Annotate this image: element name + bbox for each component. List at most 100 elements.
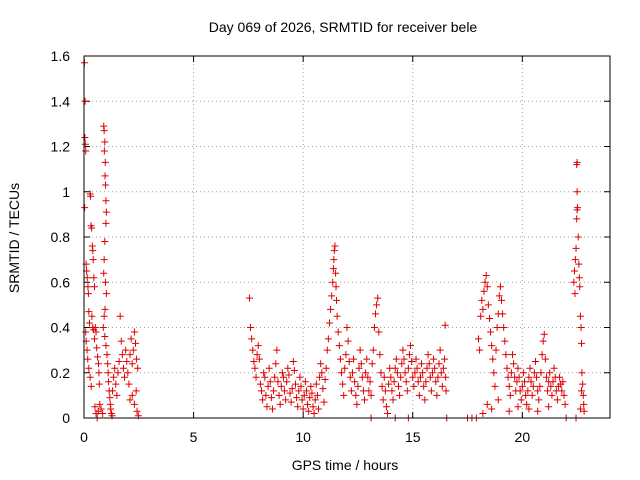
data-point <box>418 360 426 368</box>
data-point <box>258 387 266 395</box>
data-point <box>341 364 349 372</box>
data-point <box>309 403 317 411</box>
data-point <box>318 369 326 377</box>
data-point <box>402 378 410 386</box>
data-point <box>576 312 584 320</box>
data-point <box>110 373 118 381</box>
data-point <box>84 355 92 363</box>
data-point <box>405 351 413 359</box>
data-point <box>344 337 352 345</box>
data-point <box>101 138 109 146</box>
data-point <box>380 373 388 381</box>
data-point <box>297 382 305 390</box>
data-point <box>270 387 278 395</box>
data-point <box>91 335 99 343</box>
data-point <box>288 385 296 393</box>
data-point <box>573 188 581 196</box>
data-point <box>388 387 396 395</box>
data-point <box>304 400 312 408</box>
data-point <box>491 382 499 390</box>
plot-frame <box>83 55 611 419</box>
data-point <box>519 369 527 377</box>
data-point <box>442 373 450 381</box>
y-tick-label: 1.2 <box>51 139 71 155</box>
data-point <box>97 405 105 413</box>
data-point <box>531 357 539 365</box>
data-point <box>89 247 97 255</box>
axis-ticks: 0 0.2 0.4 0.6 0.8 1 1.2 1.4 1.6 0 5 10 15 20 <box>51 48 610 445</box>
data-point <box>424 351 432 359</box>
data-point <box>336 355 344 363</box>
data-point <box>324 335 332 343</box>
data-point <box>268 405 276 413</box>
data-points <box>80 59 588 422</box>
data-point <box>118 351 126 359</box>
data-point <box>573 158 581 166</box>
data-point <box>420 382 428 390</box>
data-point <box>347 387 355 395</box>
data-point <box>578 387 586 395</box>
data-point <box>102 219 110 227</box>
data-point <box>524 387 532 395</box>
data-point <box>101 158 109 166</box>
data-point <box>333 312 341 320</box>
data-point <box>505 407 513 415</box>
data-point <box>391 364 399 372</box>
data-point <box>298 396 306 404</box>
data-point <box>501 337 509 345</box>
data-point <box>442 387 450 395</box>
data-point <box>370 324 378 331</box>
data-point <box>332 296 340 304</box>
data-point <box>437 369 445 377</box>
data-point <box>101 333 109 341</box>
data-point <box>129 346 137 354</box>
data-point <box>82 147 90 155</box>
data-point <box>111 364 119 372</box>
data-point <box>516 387 524 395</box>
x-tick-label: 15 <box>405 429 421 445</box>
data-point <box>356 346 364 354</box>
data-point <box>343 324 351 331</box>
data-point <box>361 396 369 404</box>
data-point <box>411 369 419 377</box>
data-point <box>377 369 385 377</box>
data-point <box>489 355 497 363</box>
data-point <box>313 391 321 399</box>
data-point <box>305 407 313 415</box>
data-point <box>102 197 110 205</box>
data-point <box>390 378 398 386</box>
data-point <box>100 269 108 277</box>
data-point <box>423 364 431 372</box>
data-point <box>369 346 377 354</box>
data-point <box>282 396 290 404</box>
data-point <box>355 364 363 372</box>
data-point <box>93 344 101 352</box>
data-point <box>96 400 104 408</box>
data-point <box>574 204 582 212</box>
data-point <box>378 382 386 390</box>
data-point <box>536 382 544 390</box>
data-point <box>534 387 542 395</box>
data-point <box>410 382 418 390</box>
data-point <box>494 396 502 404</box>
data-point <box>86 373 94 381</box>
data-point <box>315 405 323 413</box>
data-point <box>126 351 134 359</box>
data-point <box>505 382 513 390</box>
data-point <box>384 409 392 417</box>
data-point <box>105 378 113 386</box>
data-point <box>92 328 100 336</box>
data-point <box>323 346 331 354</box>
data-point <box>441 321 449 329</box>
data-point <box>381 387 389 395</box>
data-point <box>387 373 395 381</box>
data-point <box>556 373 564 381</box>
data-point <box>277 382 285 390</box>
y-tick-label: 0.4 <box>51 320 71 336</box>
data-point <box>498 296 506 304</box>
data-point <box>127 335 135 343</box>
data-point <box>123 357 131 365</box>
data-point <box>371 310 379 318</box>
data-point <box>413 364 421 372</box>
data-point <box>289 357 297 365</box>
